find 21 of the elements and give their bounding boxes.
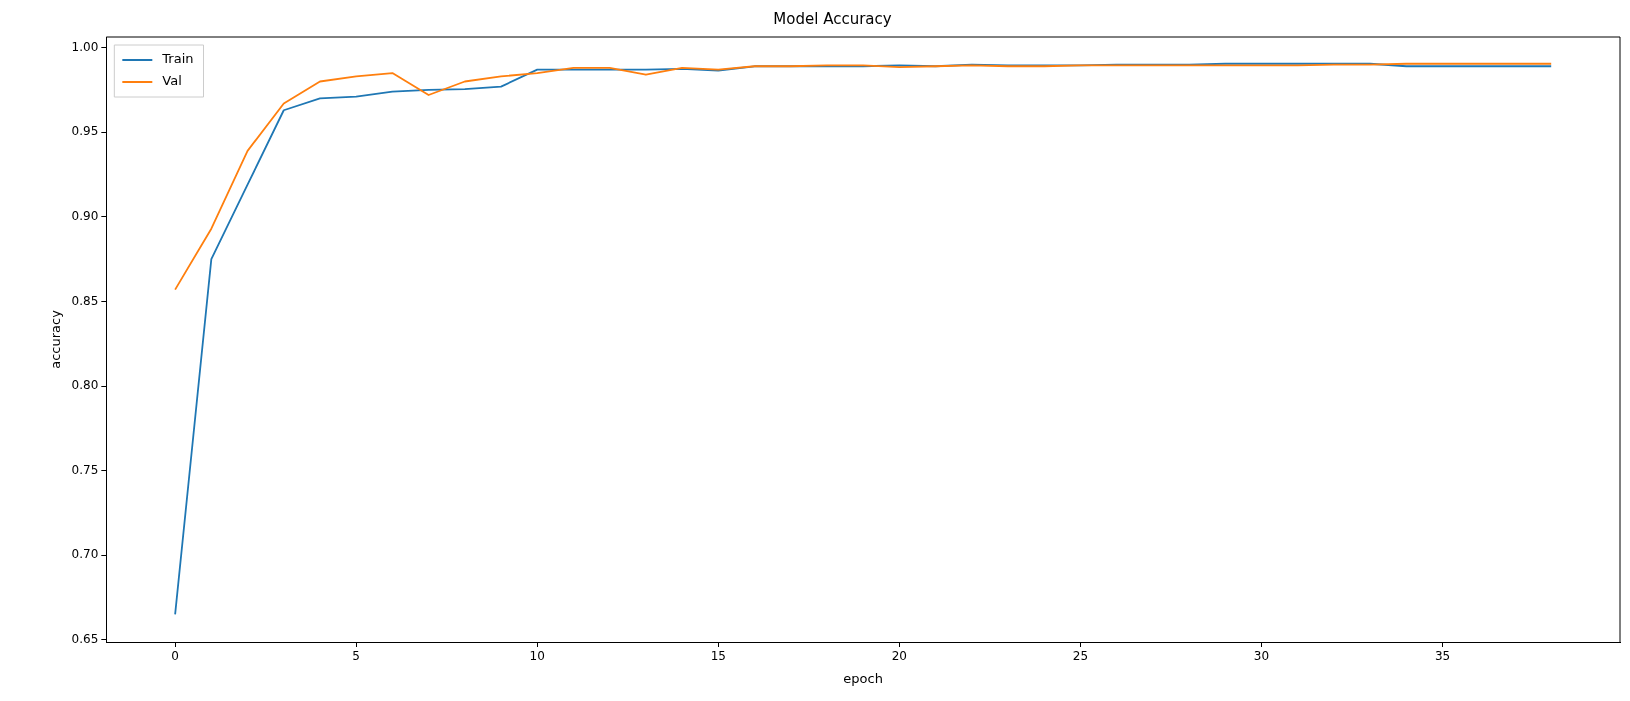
x-tick-label: 30	[1253, 649, 1270, 664]
x-tick-label: 0	[171, 649, 179, 664]
x-tick-label: 20	[891, 649, 908, 664]
x-tick-label: 10	[529, 649, 545, 664]
y-tick-label: 0.65	[71, 631, 99, 646]
x-tick-label: 15	[710, 649, 726, 664]
x-axis-title: epoch	[843, 670, 883, 686]
x-tick-label: 5	[352, 649, 361, 664]
y-tick-label: 0.90	[71, 208, 99, 223]
x-tick-label: 25	[1072, 649, 1089, 664]
y-tick-label: 0.75	[71, 462, 99, 477]
y-tick-label: 0.85	[71, 293, 99, 308]
legend-label: Train	[161, 51, 194, 67]
legend-label: Val	[162, 73, 182, 89]
chart-title: Model Accuracy	[773, 9, 892, 28]
y-tick-label: 1.00	[71, 39, 99, 54]
y-axis-title: accuracy	[48, 309, 64, 369]
y-tick-label: 0.80	[71, 378, 99, 393]
y-tick-label: 0.95	[71, 124, 99, 139]
x-tick-label: 35	[1434, 649, 1451, 664]
y-tick-label: 0.70	[71, 547, 99, 562]
